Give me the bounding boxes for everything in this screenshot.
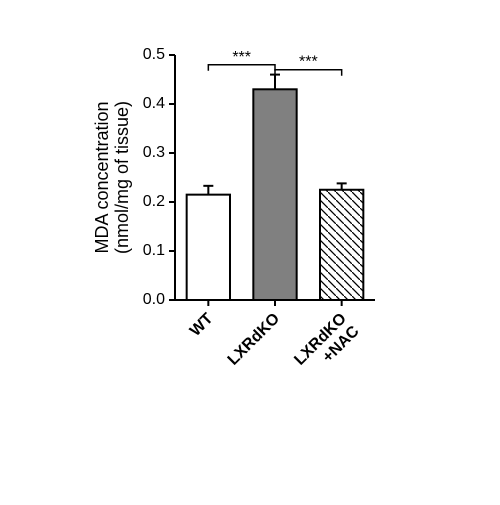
y-tick-label: 0.4 (143, 95, 165, 112)
mda-bar-chart: 0.00.10.20.30.40.5WTLXRdKOLXRdKO+NAC****… (0, 0, 500, 500)
y-axis-label: (nmol/mg of tissue) (112, 101, 132, 254)
significance-label: *** (299, 54, 318, 71)
chart-svg: 0.00.10.20.30.40.5WTLXRdKOLXRdKO+NAC****… (0, 0, 500, 500)
y-tick-label: 0.0 (143, 291, 165, 308)
x-tick-label: LXRdKO (225, 310, 284, 369)
x-tick-label: WT (187, 310, 217, 340)
y-tick-label: 0.5 (143, 46, 165, 63)
y-tick-label: 0.1 (143, 242, 165, 259)
bar (253, 89, 296, 300)
bar (187, 195, 230, 300)
y-tick-label: 0.3 (143, 144, 165, 161)
significance-label: *** (232, 49, 251, 66)
y-tick-label: 0.2 (143, 193, 165, 210)
bar (320, 190, 363, 300)
y-axis-label: MDA concentration (92, 101, 112, 253)
